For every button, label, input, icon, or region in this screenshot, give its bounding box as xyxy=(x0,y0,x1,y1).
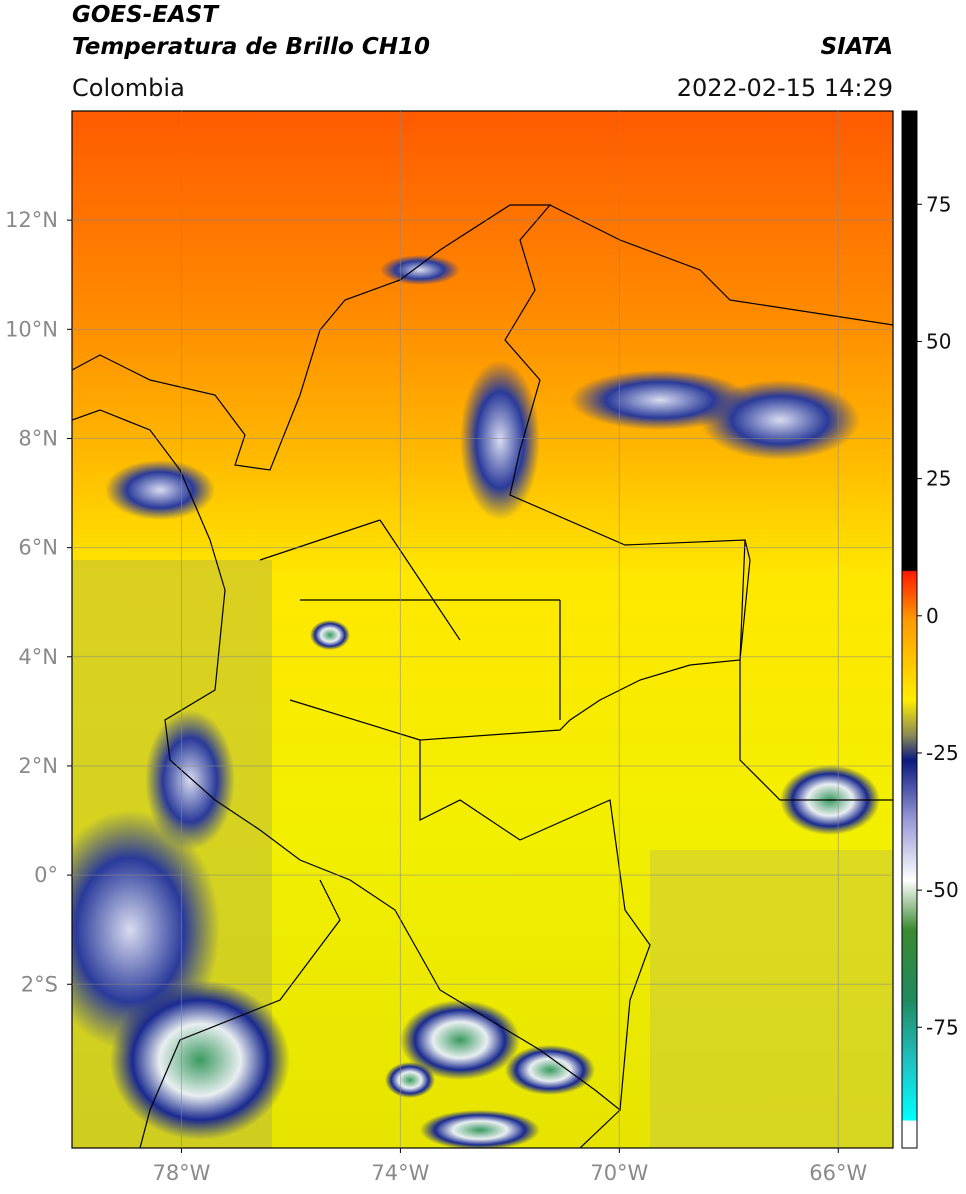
x-tick-label: 74°W xyxy=(371,1161,429,1185)
region: Colombia xyxy=(72,74,185,102)
y-tick-label: 4°N xyxy=(18,645,58,669)
x-tick-label: 70°W xyxy=(590,1161,648,1185)
title: GOES-EAST xyxy=(72,2,220,28)
y-tick-label: 0° xyxy=(34,863,58,887)
colorbar-tick-label: 0 xyxy=(926,604,939,628)
y-tick-label: 10°N xyxy=(5,317,58,341)
colorbar-tick-label: -25 xyxy=(926,741,959,765)
source: SIATA xyxy=(821,34,893,60)
y-tick-label: 6°N xyxy=(18,536,58,560)
colorbar-tick-label: 75 xyxy=(926,192,951,216)
map-frame xyxy=(71,110,894,1149)
satellite-image xyxy=(72,111,893,1148)
colorbar-tick-label: 50 xyxy=(926,329,951,353)
colorbar-tick-label: -75 xyxy=(926,1015,959,1039)
subtitle: Temperatura de Brillo CH10 xyxy=(72,34,430,60)
x-tick-label: 66°W xyxy=(809,1161,867,1185)
y-tick-label: 8°N xyxy=(18,426,58,450)
colorbar-tick-label: 25 xyxy=(926,467,951,491)
datetime: 2022-02-15 14:29 xyxy=(677,74,893,102)
colorbar xyxy=(901,110,918,1149)
y-tick-label: 2°S xyxy=(21,972,58,996)
y-tick-label: 2°N xyxy=(18,754,58,778)
y-tick-label: 12°N xyxy=(5,208,58,232)
colorbar-tick-label: -50 xyxy=(926,878,959,902)
x-tick-label: 78°W xyxy=(152,1161,210,1185)
